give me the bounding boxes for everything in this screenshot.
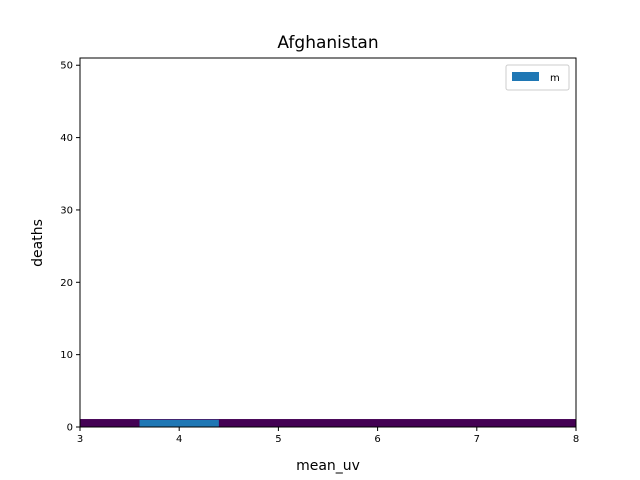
legend: m <box>505 64 570 91</box>
y-axis-label: deaths <box>30 219 46 267</box>
y-tick-label-30: 30 <box>60 205 73 216</box>
y-tick-label-20: 20 <box>60 278 73 289</box>
legend-swatch <box>512 72 539 81</box>
x-tick-label-4: 4 <box>176 434 182 445</box>
y-tick-label-10: 10 <box>60 350 73 361</box>
x-axis-label: mean_uv <box>296 458 360 474</box>
x-axis: 3 4 5 6 7 8 <box>77 427 579 445</box>
x-tick-label-3: 3 <box>77 434 83 445</box>
y-axis: 0 10 20 30 40 50 <box>60 61 80 434</box>
x-tick-label-5: 5 <box>275 434 281 445</box>
x-tick-label-6: 6 <box>374 434 380 445</box>
x-tick-label-8: 8 <box>573 434 579 445</box>
x-tick-label-7: 7 <box>474 434 480 445</box>
plot-area <box>80 419 576 427</box>
chart-title: Afghanistan <box>277 33 378 53</box>
bar-m-0 <box>139 419 219 427</box>
y-tick-label-0: 0 <box>67 423 73 434</box>
y-tick-label-50: 50 <box>60 61 73 72</box>
plot-frame <box>79 57 577 428</box>
background-band <box>80 419 576 427</box>
legend-label: m <box>550 73 560 84</box>
y-tick-label-40: 40 <box>60 133 73 144</box>
